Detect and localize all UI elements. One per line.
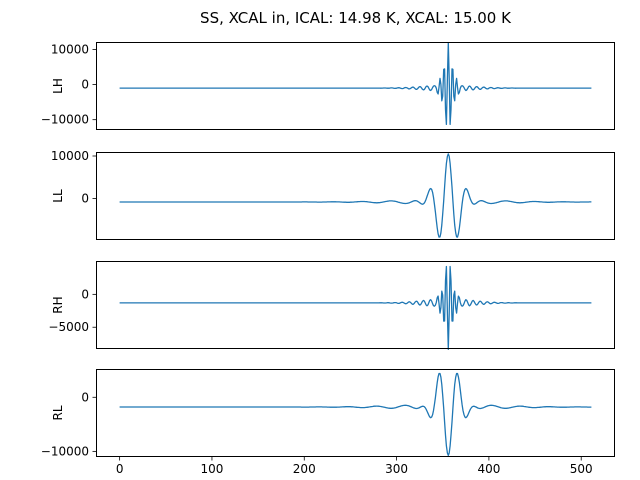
- axes-frame: [96, 261, 615, 349]
- y-tick-label: 10000: [51, 43, 89, 57]
- signal-line-rl: [119, 372, 592, 457]
- plot-area-ll: 0 10000: [51, 149, 615, 240]
- subplot-rh: RH −5000 0: [0, 261, 640, 350]
- axes-frame: [96, 42, 615, 130]
- signal-line-lh: [119, 42, 592, 126]
- x-tick-label: 0: [116, 462, 124, 476]
- chart-title: SS, XCAL in, ICAL: 14.98 K, XCAL: 15.00 …: [200, 9, 511, 27]
- y-tick-label: −10000: [41, 444, 89, 458]
- y-tick-label: 0: [81, 192, 89, 206]
- subplot-lh: LH −10000 0 10000: [0, 42, 640, 130]
- plot-area-lh: −10000 0 10000: [41, 42, 615, 130]
- y-axis-label-rh: RH: [51, 296, 65, 314]
- subplot-rl: RL −10000 0 0 100 200 300 400 500: [0, 369, 640, 476]
- y-tick-label: 0: [81, 287, 89, 301]
- signal-line-rh: [119, 265, 592, 350]
- x-tick-label: 300: [385, 462, 408, 476]
- axes-frame: [96, 369, 615, 457]
- y-tick-label: −10000: [41, 113, 89, 127]
- y-axis-label-lh: LH: [51, 78, 65, 94]
- plot-area-rl: −10000 0 0 100 200 300 400 500: [41, 369, 615, 476]
- y-axis-label-rl: RL: [51, 405, 65, 421]
- signal-line-ll: [119, 153, 592, 238]
- subplot-ll: LL 0 10000: [0, 149, 640, 240]
- x-tick-label: 500: [570, 462, 593, 476]
- y-tick-label: 0: [81, 78, 89, 92]
- y-tick-label: −5000: [48, 320, 89, 334]
- y-axis-label-ll: LL: [51, 189, 65, 203]
- x-tick-label: 400: [477, 462, 500, 476]
- axes-frame: [96, 152, 615, 240]
- y-tick-label: 10000: [51, 149, 89, 163]
- x-tick-label: 100: [200, 462, 223, 476]
- x-tick-label: 200: [293, 462, 316, 476]
- plot-area-rh: −5000 0: [48, 261, 615, 350]
- y-tick-label: 0: [81, 390, 89, 404]
